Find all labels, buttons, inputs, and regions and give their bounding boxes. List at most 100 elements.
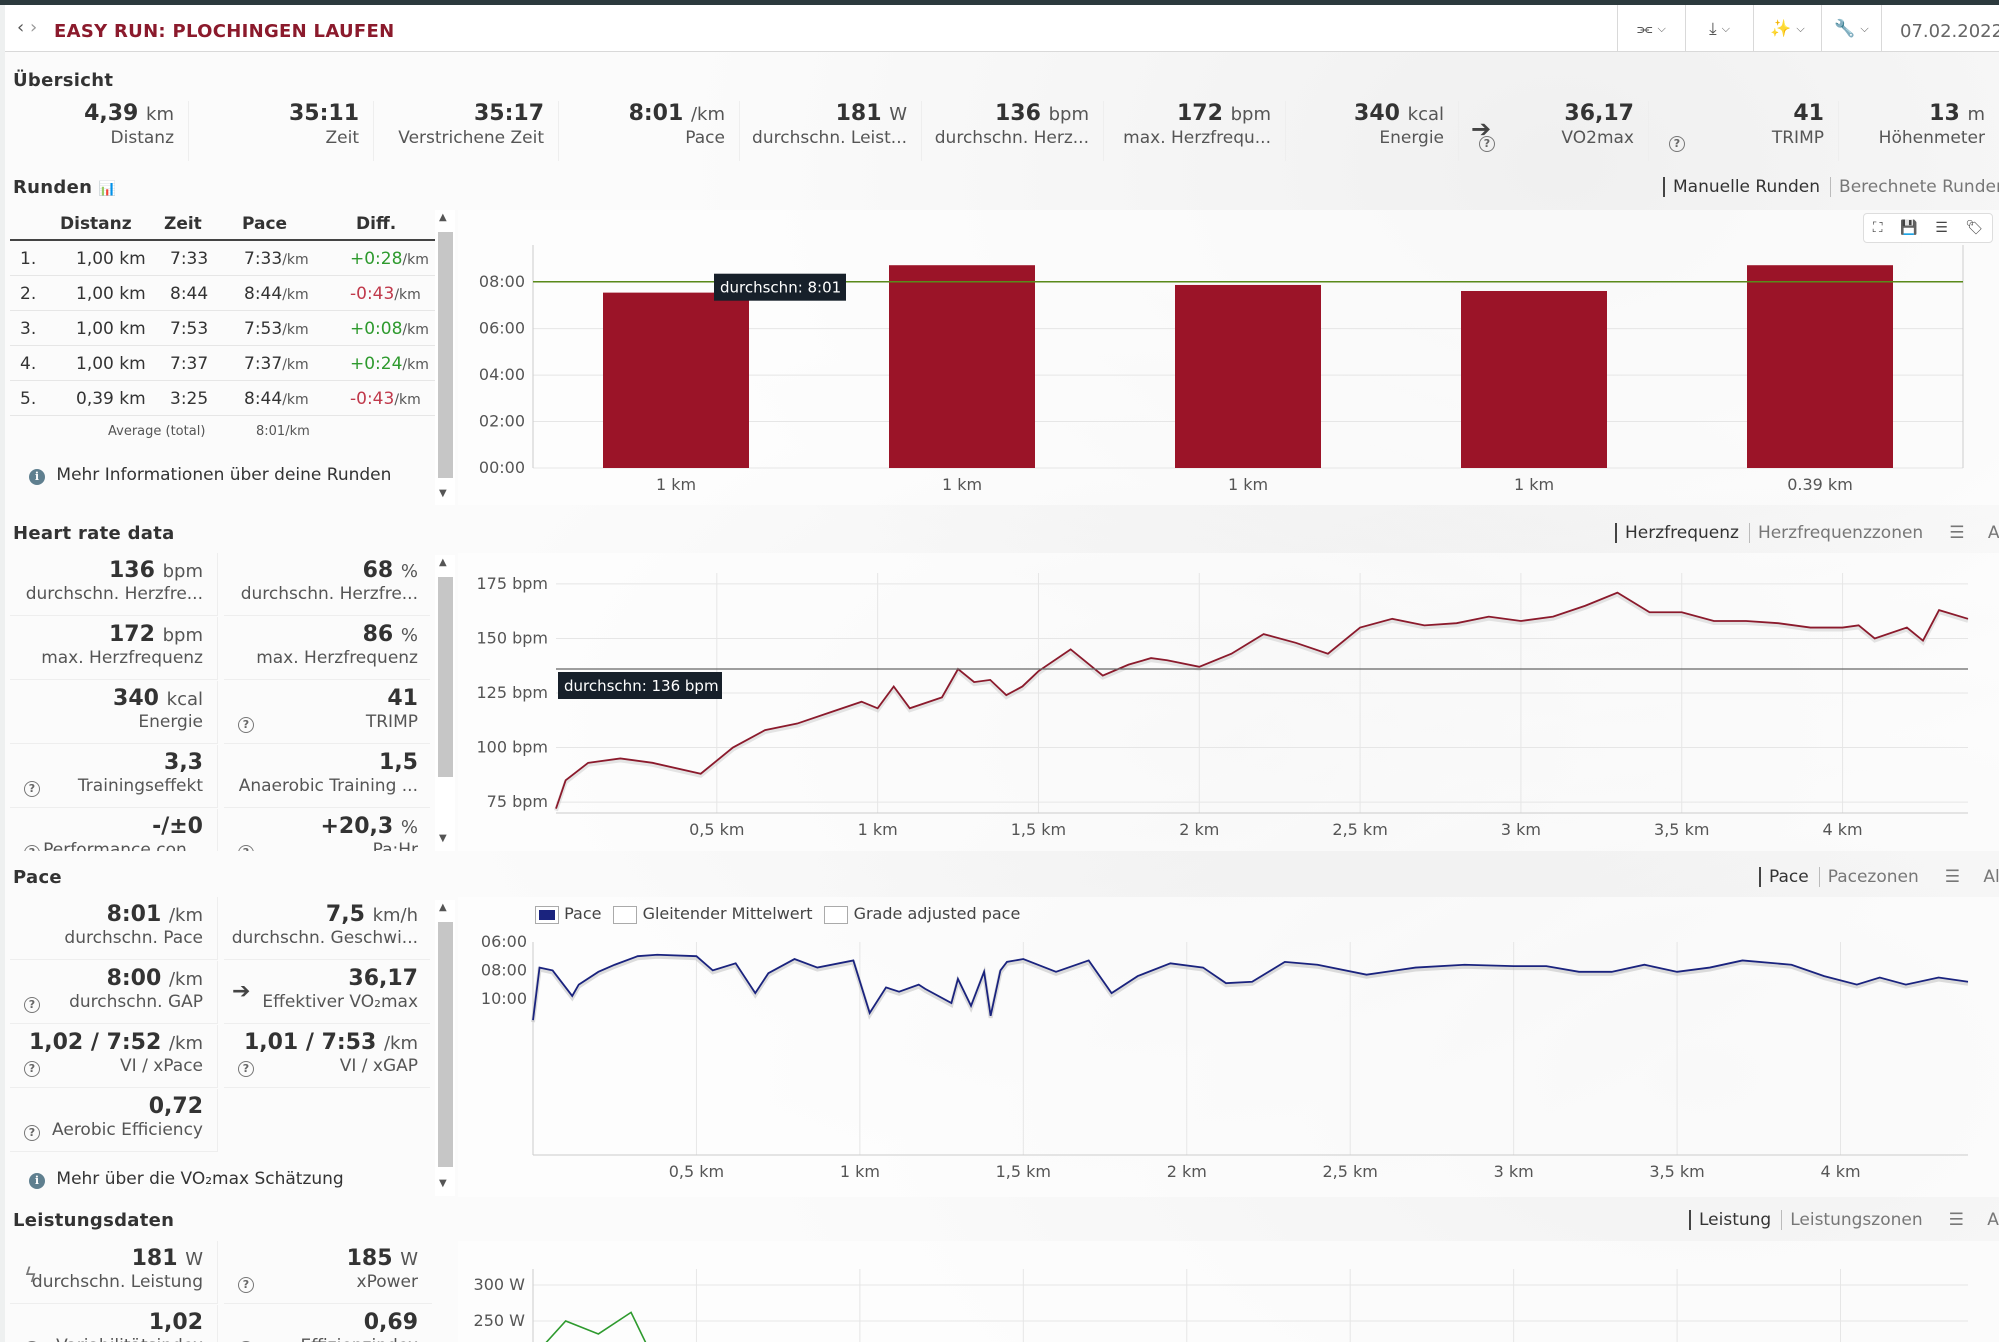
menu-icon: ☰ <box>1949 523 1970 543</box>
overview-value: 172 <box>1177 101 1223 126</box>
lap-bar[interactable] <box>1461 290 1607 468</box>
x-tick-label: 1,5 km <box>1011 820 1066 839</box>
tab-calculated-laps[interactable]: Berechnete Runden <box>1830 177 1999 197</box>
tab-power-zones[interactable]: Leistungszonen <box>1781 1210 1933 1230</box>
overview-unit: /km <box>690 104 725 125</box>
stat-item: 8:01 /km durchschn. Pace <box>10 897 218 960</box>
laps-table-header: Distanz Zeit Pace Diff. <box>10 208 436 241</box>
stat-label: max. Herzfrequenz <box>41 648 203 668</box>
pace-legend: Pace Gleitender Mittelwert Grade adjuste… <box>535 904 1020 924</box>
tab-manual-laps[interactable]: Manuelle Runden <box>1663 177 1831 197</box>
tab-pace[interactable]: Pace <box>1759 867 1819 887</box>
stat-value: 136 <box>109 558 155 583</box>
lap-dist: 1,00 km <box>76 249 146 269</box>
scroll-down-icon[interactable]: ▼ <box>439 833 447 844</box>
help-icon[interactable]: ? <box>238 1277 254 1293</box>
x-tick-label: 0,5 km <box>689 820 744 839</box>
lap-bar[interactable] <box>1175 284 1321 468</box>
tab-all[interactable]: ☰ Alle <box>1933 523 1999 543</box>
lap-bar[interactable] <box>603 292 749 468</box>
lap-dist: 1,00 km <box>76 354 146 374</box>
y-tick-label: 75 bpm <box>487 792 548 811</box>
laps-more-info-link[interactable]: i Mehr Informationen über deine Runden <box>29 465 391 485</box>
help-icon[interactable]: ? <box>238 1061 254 1077</box>
average-label: durchschn: 136 bpm <box>564 677 719 695</box>
overview-value: 13 <box>1929 101 1960 126</box>
y-tick-label: 100 bpm <box>476 738 548 757</box>
help-icon[interactable]: ? <box>24 997 40 1013</box>
stat-value: 68 <box>362 558 394 583</box>
power-line[interactable] <box>533 1311 680 1342</box>
table-row[interactable]: 5. 0,39 km 3:25 8:44/km -0:43/km <box>10 381 436 416</box>
overview-value: 340 <box>1354 101 1400 126</box>
table-row[interactable]: 4. 1,00 km 7:37 7:37/km +0:24/km <box>10 346 436 381</box>
help-icon[interactable]: ? <box>1479 136 1495 152</box>
tab-heart-rate[interactable]: Herzfrequenz <box>1615 523 1749 543</box>
stat-unit: km/h <box>372 905 418 926</box>
chevron-down-icon: ⌵ <box>1860 21 1869 35</box>
magic-button[interactable]: ✨ ⌵ <box>1753 5 1821 52</box>
legend-grade-adjusted-pace[interactable]: Grade adjusted pace <box>824 904 1020 924</box>
heart-stats: 136 bpm durchschn. Herzfre... 68 % durchsch… <box>10 553 430 851</box>
stat-unit: W <box>400 1249 418 1270</box>
scroll-up-icon[interactable]: ▲ <box>439 902 447 913</box>
list-icon[interactable]: ☰ <box>1935 220 1948 236</box>
stat-value: 86 <box>362 622 394 647</box>
download-button[interactable]: ⤓ ⌵ <box>1685 5 1753 52</box>
y-tick-label: 06:00 <box>479 319 525 338</box>
stat-unit: bpm <box>162 561 203 582</box>
x-tick-label: 3,5 km <box>1654 820 1709 839</box>
lap-bar[interactable] <box>889 265 1035 468</box>
stat-unit: W <box>185 1249 203 1270</box>
tab-heart-rate-zones[interactable]: Herzfrequenzzonen <box>1748 523 1934 543</box>
heart-rate-line[interactable] <box>555 591 1969 809</box>
save-icon[interactable]: 💾 <box>1900 220 1918 236</box>
back-arrow-icon[interactable]: ‹ <box>17 17 25 38</box>
help-icon[interactable]: ? <box>24 1125 40 1141</box>
legend-moving-average[interactable]: Gleitender Mittelwert <box>613 904 812 924</box>
stat-value: 1,01 / 7:53 <box>243 1030 377 1055</box>
stat-item: 340 kcal Energie <box>10 681 218 744</box>
pace-scrollbar[interactable]: ▲ ▼ <box>435 900 455 1196</box>
tag-icon[interactable]: 🏷 <box>1965 220 1984 236</box>
tools-button[interactable]: 🔧 ⌵ <box>1821 5 1881 52</box>
scroll-down-icon[interactable]: ▼ <box>439 488 447 499</box>
y-tick-label: 06:00 <box>481 932 527 951</box>
help-icon[interactable]: ? <box>24 1061 40 1077</box>
chart-icon[interactable]: 📊 <box>98 181 117 197</box>
y-tick-label: 02:00 <box>479 412 525 431</box>
help-icon[interactable]: ? <box>24 781 40 797</box>
legend-pace[interactable]: Pace <box>535 904 601 924</box>
overview-label: TRIMP <box>1771 128 1824 148</box>
stat-label: VI / xGAP <box>339 1056 418 1076</box>
overview-item: 8:01 /km Pace <box>559 101 740 161</box>
lap-bar[interactable] <box>1747 265 1893 468</box>
help-icon[interactable]: ? <box>238 717 254 733</box>
pace-line[interactable] <box>532 953 1969 1021</box>
share-button[interactable]: ⫘ ⌵ <box>1617 5 1685 52</box>
help-icon[interactable]: ? <box>1669 136 1685 152</box>
fullscreen-icon[interactable]: ⛶ <box>1872 220 1883 236</box>
tab-all[interactable]: ☰ Alle <box>1933 1210 1999 1230</box>
table-row[interactable]: 2. 1,00 km 8:44 8:44/km -0:43/km <box>10 276 436 311</box>
table-row[interactable]: 1. 1,00 km 7:33 7:33/km +0:28/km <box>10 241 436 276</box>
scroll-down-icon[interactable]: ▼ <box>439 1178 447 1189</box>
forward-arrow-icon[interactable]: › <box>29 17 38 38</box>
stat-unit: % <box>400 817 418 838</box>
tab-power[interactable]: Leistung <box>1689 1210 1782 1230</box>
stat-unit: /km <box>168 905 203 926</box>
table-row[interactable]: 3. 1,00 km 7:53 7:53/km +0:08/km <box>10 311 436 346</box>
vo2max-more-info-link[interactable]: i Mehr über die VO₂max Schätzung <box>29 1169 344 1189</box>
y-tick-label: 125 bpm <box>476 683 548 702</box>
heart-scrollbar[interactable]: ▲ ▼ <box>435 555 455 851</box>
tab-all[interactable]: ☰ Alle <box>1929 867 1999 887</box>
tab-pace-zones[interactable]: Pacezonen <box>1818 867 1929 887</box>
pace-title: Pace <box>13 867 62 888</box>
overview-value: 8:01 <box>628 101 684 126</box>
laps-scrollbar[interactable]: ▲ ▼ <box>435 210 455 505</box>
scroll-up-icon[interactable]: ▲ <box>439 557 447 568</box>
scroll-up-icon[interactable]: ▲ <box>439 212 447 223</box>
overview-value: 136 <box>995 101 1041 126</box>
